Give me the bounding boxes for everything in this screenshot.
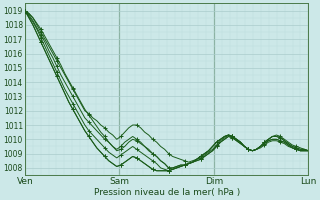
X-axis label: Pression niveau de la mer( hPa ): Pression niveau de la mer( hPa ) bbox=[93, 188, 240, 197]
